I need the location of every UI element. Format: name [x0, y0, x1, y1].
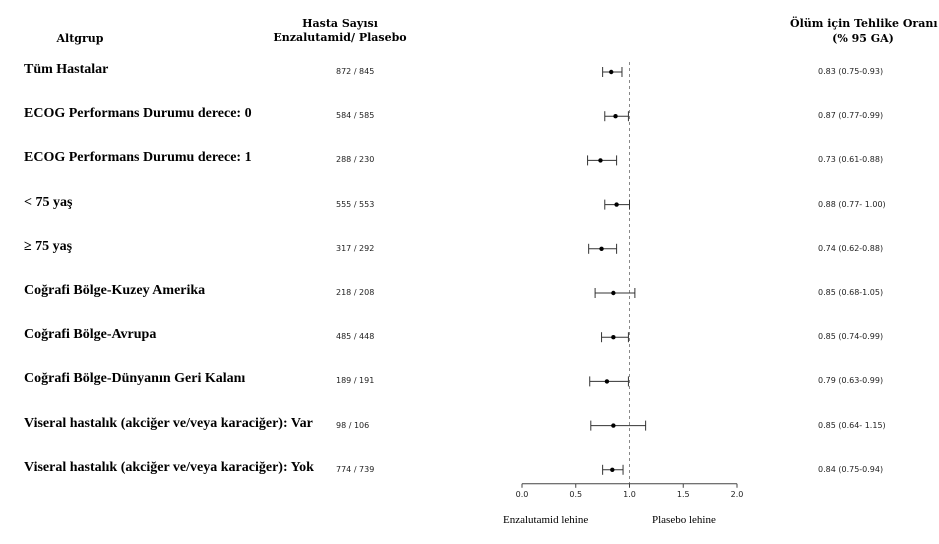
- hazard-ratio-ci: 0.85 (0.74-0.99): [818, 332, 884, 342]
- patient-count: 774 / 739: [336, 464, 375, 474]
- hazard-ratio-ci: 0.73 (0.61-0.88): [818, 155, 884, 165]
- subgroup-label: Tüm Hastalar: [24, 62, 109, 77]
- hazard-ratio-point: [609, 69, 614, 75]
- patient-count: 189 / 191: [336, 376, 375, 386]
- patient-count: 98 / 106: [336, 420, 370, 430]
- subgroup-label: Viseral hastalık (akciğer ve/veya karaci…: [24, 459, 314, 475]
- hazard-ratio-ci: 0.84 (0.75-0.94): [818, 464, 884, 474]
- hazard-ratio-ci: 0.87 (0.77-0.99): [818, 111, 884, 121]
- hazard-ratio-point: [610, 467, 615, 472]
- subgroup-label: < 75 yaş: [24, 194, 73, 210]
- hazard-ratio-ci: 0.85 (0.64- 1.15): [818, 420, 886, 430]
- hazard-ratio-point: [614, 202, 619, 207]
- hazard-ratio-header-line1: Ölüm için Tehlike Oranı: [790, 17, 938, 30]
- hazard-ratio-ci: 0.83 (0.75-0.93): [818, 67, 884, 76]
- subgroup-label: ECOG Performans Durumu derece: 0: [24, 106, 252, 122]
- subgroup-label: Viseral hastalık (akciğer ve/veya karaci…: [24, 415, 313, 431]
- patient-count: 288 / 230: [336, 155, 375, 165]
- hazard-ratio-point: [604, 379, 610, 384]
- patient-count: 872 / 845: [336, 67, 375, 76]
- subgroup-label: ECOG Performans Durumu derece: 1: [24, 150, 252, 166]
- hazard-ratio-point: [598, 158, 603, 163]
- hazard-ratio-point: [613, 114, 618, 119]
- patient-count: 584 / 585: [336, 111, 375, 121]
- x-axis-tick-label: 1.0: [623, 490, 636, 499]
- patient-count: 485 / 448: [336, 332, 375, 342]
- patient-count-header-line1: Hasta Sayısı: [302, 17, 378, 30]
- hazard-ratio-point: [611, 423, 616, 428]
- x-axis-tick-label: 0.0: [516, 490, 529, 499]
- hazard-ratio-ci: 0.74 (0.62-0.88): [818, 243, 884, 253]
- patient-count: 317 / 292: [336, 243, 375, 253]
- hazard-ratio-ci: 0.85 (0.68-1.05): [818, 288, 884, 297]
- subgroup-header: Altgrup: [56, 32, 104, 45]
- favors-placebo-label: Plasebo lehine: [652, 514, 716, 526]
- patient-count-header-line2: Enzalutamid/ Plasebo: [273, 31, 407, 44]
- subgroup-label: Coğrafi Bölge-Dünyanın Geri Kalanı: [24, 371, 246, 387]
- x-axis-tick-label: 2.0: [731, 490, 744, 499]
- hazard-ratio-point: [599, 246, 604, 251]
- patient-count: 555 / 553: [336, 199, 375, 209]
- subgroup-label: Coğrafi Bölge-Avrupa: [24, 327, 157, 343]
- x-axis-tick-label: 0.5: [569, 490, 582, 499]
- favors-enzalutamide-label: Enzalutamid lehine: [503, 514, 589, 526]
- subgroup-label: ≥ 75 yaş: [24, 238, 73, 254]
- hazard-ratio-header-line2: (% 95 GA): [832, 32, 894, 45]
- hazard-ratio-point: [611, 290, 616, 296]
- x-axis-tick-label: 1.5: [677, 490, 690, 499]
- patient-count: 218 / 208: [336, 288, 375, 297]
- hazard-ratio-point: [611, 335, 616, 340]
- hazard-ratio-ci: 0.79 (0.63-0.99): [818, 376, 884, 386]
- subgroup-label: Coğrafi Bölge-Kuzey Amerika: [24, 283, 206, 298]
- hazard-ratio-ci: 0.88 (0.77- 1.00): [818, 199, 886, 209]
